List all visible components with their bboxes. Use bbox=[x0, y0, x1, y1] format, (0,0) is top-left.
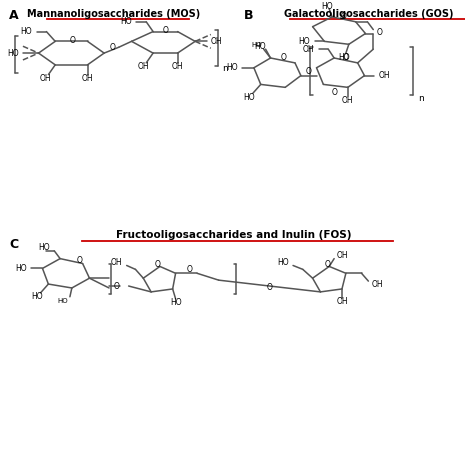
Text: HO: HO bbox=[170, 298, 182, 307]
Text: OH: OH bbox=[111, 258, 123, 267]
Text: O: O bbox=[266, 283, 273, 292]
Text: OH: OH bbox=[337, 251, 349, 260]
Text: OH: OH bbox=[82, 74, 93, 83]
Text: OH: OH bbox=[211, 37, 222, 46]
Text: HO: HO bbox=[20, 27, 32, 36]
Text: O: O bbox=[186, 265, 192, 274]
Text: HO: HO bbox=[8, 49, 19, 58]
Text: OH: OH bbox=[137, 62, 149, 71]
Text: O: O bbox=[110, 43, 116, 52]
Text: HO: HO bbox=[120, 17, 132, 26]
Text: n: n bbox=[418, 93, 424, 102]
Text: OH: OH bbox=[40, 74, 51, 83]
Text: Fructooligosaccharides and Inulin (FOS): Fructooligosaccharides and Inulin (FOS) bbox=[116, 230, 351, 240]
Text: O: O bbox=[163, 26, 169, 35]
Text: HO: HO bbox=[254, 42, 265, 51]
Text: Mannanoligosaccharides (MOS): Mannanoligosaccharides (MOS) bbox=[27, 9, 201, 19]
Text: HO: HO bbox=[321, 1, 333, 10]
Text: O: O bbox=[331, 88, 337, 97]
Text: C: C bbox=[9, 238, 18, 251]
Text: HO: HO bbox=[31, 292, 43, 301]
Text: HO: HO bbox=[251, 42, 262, 48]
Text: HO: HO bbox=[39, 243, 50, 252]
Text: O: O bbox=[306, 67, 311, 76]
Text: HO: HO bbox=[15, 264, 27, 273]
Text: HO: HO bbox=[227, 63, 238, 72]
Text: n: n bbox=[223, 64, 228, 73]
Text: Galactooligosaccharides (GOS): Galactooligosaccharides (GOS) bbox=[283, 9, 453, 19]
Text: HO: HO bbox=[298, 37, 310, 46]
Text: O: O bbox=[376, 28, 382, 37]
Text: OH: OH bbox=[303, 45, 315, 54]
Text: HO: HO bbox=[277, 258, 289, 267]
Text: O: O bbox=[324, 260, 330, 269]
Text: HO: HO bbox=[243, 92, 255, 101]
Text: O: O bbox=[280, 54, 286, 63]
Text: B: B bbox=[244, 9, 254, 22]
Text: HO: HO bbox=[57, 298, 68, 304]
Text: OH: OH bbox=[172, 62, 183, 71]
Text: O: O bbox=[343, 54, 349, 63]
Text: HO: HO bbox=[338, 53, 350, 62]
Text: OH: OH bbox=[336, 297, 348, 306]
Text: OH: OH bbox=[371, 280, 383, 289]
Text: O: O bbox=[114, 282, 120, 291]
Text: O: O bbox=[341, 12, 347, 21]
Text: O: O bbox=[155, 260, 161, 269]
Text: OH: OH bbox=[378, 71, 390, 80]
Text: OH: OH bbox=[342, 96, 354, 105]
Text: O: O bbox=[70, 36, 76, 45]
Text: O: O bbox=[77, 256, 82, 265]
Text: A: A bbox=[9, 9, 19, 22]
